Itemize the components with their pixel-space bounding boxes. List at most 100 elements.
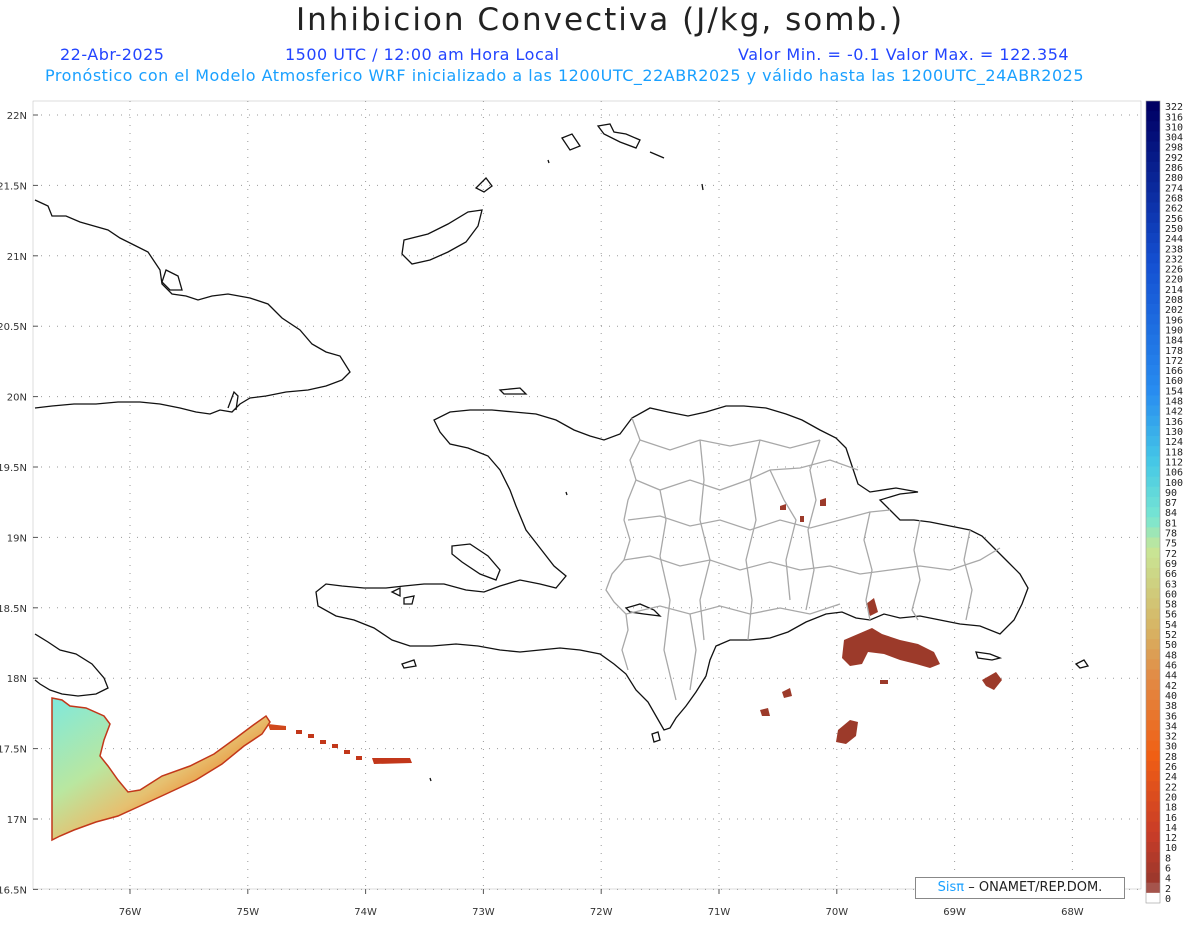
colorbar-label: 42 xyxy=(1165,681,1177,692)
colorbar-label: 322 xyxy=(1165,102,1183,113)
colorbar-label: 4 xyxy=(1165,874,1171,885)
lon-label: 76W xyxy=(119,907,142,918)
colorbar-label: 87 xyxy=(1165,498,1177,509)
colorbar-label: 298 xyxy=(1165,143,1183,154)
coast-lake-enriquillo xyxy=(624,603,662,617)
colorbar-swatch xyxy=(1146,801,1160,813)
border-prov-g xyxy=(745,439,761,641)
colorbar-swatch xyxy=(1146,730,1160,741)
colorbar-swatch xyxy=(1146,385,1160,396)
colorbar-swatch xyxy=(1146,405,1160,417)
colorbar-swatch xyxy=(1146,243,1160,254)
colorbar-swatch xyxy=(1146,344,1160,356)
colorbar-swatch xyxy=(1146,892,1160,904)
colorbar-swatch xyxy=(1146,121,1160,132)
colorbar-label: 36 xyxy=(1165,711,1177,722)
colorbar-label: 75 xyxy=(1165,539,1177,550)
coast-cayemites xyxy=(390,586,415,605)
colorbar-swatch xyxy=(1146,172,1160,183)
colorbar-swatch xyxy=(1146,679,1160,691)
colorbar-label: 238 xyxy=(1165,244,1183,255)
coast-beata xyxy=(651,731,661,743)
coast-gonave xyxy=(451,543,501,581)
colorbar-frame xyxy=(1145,100,1161,904)
colorbar-label: 154 xyxy=(1165,386,1183,397)
colorbar-label: 172 xyxy=(1165,356,1183,367)
colorbar-label: 142 xyxy=(1165,407,1183,418)
colorbar-swatch xyxy=(1146,314,1160,325)
map-title: Inhibicion Convectiva (J/kg, somb.) xyxy=(295,2,905,38)
colorbar-label: 178 xyxy=(1165,346,1183,357)
colorbar-label: 8 xyxy=(1165,853,1171,864)
colorbar-swatch xyxy=(1146,760,1160,772)
colorbar-swatch xyxy=(1146,192,1160,203)
colorbar-swatch xyxy=(1146,415,1160,427)
colorbar-label: 6 xyxy=(1165,864,1171,875)
colorbar-label: 202 xyxy=(1165,305,1183,316)
border-prov-b xyxy=(635,459,859,491)
colorbar-swatch xyxy=(1146,862,1160,873)
colorbar-label: 14 xyxy=(1165,823,1177,834)
border-prov-i xyxy=(863,511,873,621)
colorbar-swatch xyxy=(1146,659,1160,670)
colorbar-swatch xyxy=(1146,436,1160,447)
colorbar-swatch xyxy=(1146,222,1160,234)
colorbar-swatch xyxy=(1146,232,1160,244)
credit-text: – ONAMET/REP.DOM. xyxy=(968,880,1103,895)
colorbar-label: 38 xyxy=(1165,701,1177,712)
province-borders xyxy=(605,417,1001,701)
colorbar-label: 268 xyxy=(1165,194,1183,205)
lat-label: 21N xyxy=(7,252,27,263)
colorbar-label: 256 xyxy=(1165,214,1183,225)
colorbar-label: 26 xyxy=(1165,762,1177,773)
colorbar-swatch xyxy=(1146,567,1160,579)
map-frame xyxy=(32,100,1142,890)
colorbar-swatch xyxy=(1146,324,1160,335)
colorbar-swatch xyxy=(1146,547,1160,559)
lat-label: 22N xyxy=(7,111,27,122)
lat-label: 20.5N xyxy=(0,322,27,333)
colorbar-swatch xyxy=(1146,628,1160,640)
border-prov-c xyxy=(627,509,891,531)
colorbar-swatch xyxy=(1146,537,1160,549)
border-prov-n xyxy=(689,613,697,691)
colorbar-swatch xyxy=(1146,446,1160,457)
colorbar-label: 44 xyxy=(1165,671,1177,682)
cin-field-southwest xyxy=(51,697,271,842)
colorbar-label: 214 xyxy=(1165,285,1183,296)
colorbar-swatch xyxy=(1146,618,1160,630)
colorbar-label: 90 xyxy=(1165,488,1177,499)
lon-label: 69W xyxy=(943,907,966,918)
colorbar-label: 46 xyxy=(1165,660,1177,671)
model-info: Pronóstico con el Modelo Atmosferico WRF… xyxy=(45,66,1085,85)
lon-label: 70W xyxy=(825,907,848,918)
colorbar-label: 316 xyxy=(1165,112,1183,123)
colorbar-label: 124 xyxy=(1165,437,1183,448)
colorbar-label: 286 xyxy=(1165,163,1183,174)
min-max-values: Valor Min. = -0.1 Valor Max. = 122.354 xyxy=(738,45,1070,64)
colorbar-label: 148 xyxy=(1165,397,1183,408)
coastlines xyxy=(34,123,1090,782)
lat-label: 17N xyxy=(7,815,27,826)
coast-caicos-1 xyxy=(561,133,581,151)
cin-spot-6 xyxy=(880,680,888,684)
latitude-labels: 22N 21.5N 21N 20.5N 20N 19.5N 19N 18.5N 18N 17.5N… xyxy=(0,111,27,896)
lon-label: 73W xyxy=(472,907,495,918)
colorbar-label: 292 xyxy=(1165,153,1183,164)
colorbar-swatch xyxy=(1146,364,1160,376)
colorbar-label: 52 xyxy=(1165,630,1177,641)
lat-label: 18.5N xyxy=(0,604,27,615)
colorbar-label: 232 xyxy=(1165,254,1183,265)
colorbar-swatch xyxy=(1146,283,1160,295)
coast-cuba-east xyxy=(34,633,109,697)
colorbar-swatch xyxy=(1146,852,1160,863)
lat-label: 16.5N xyxy=(0,885,27,896)
colorbar-swatch xyxy=(1146,720,1160,731)
coast-cuba xyxy=(34,199,351,415)
colorbar-swatch xyxy=(1146,212,1160,224)
coast-caicos-3 xyxy=(649,151,665,159)
colorbar-swatch xyxy=(1146,842,1160,853)
coast-cuba-inlet xyxy=(227,390,239,411)
colorbar-label: 69 xyxy=(1165,559,1177,570)
